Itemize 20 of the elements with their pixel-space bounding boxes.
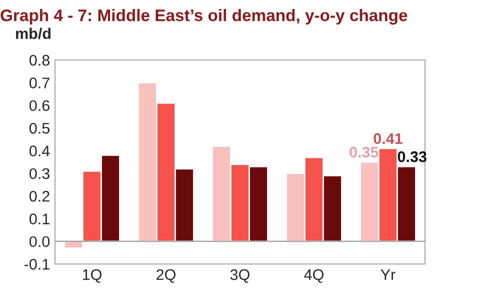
data-label: 0.33 [398, 151, 426, 162]
y-axis-title: mb/d [16, 28, 50, 40]
y-tick-label: 0.8 [30, 54, 50, 66]
y-tick-label: 0.2 [30, 190, 50, 202]
x-tick-label: 1Q [82, 269, 102, 283]
y-tick-label: 0.6 [30, 100, 50, 112]
x-tick-label: 4Q [304, 269, 324, 283]
y-tick-label: 0.5 [30, 122, 50, 134]
y-tick-label: 0.0 [30, 236, 50, 248]
data-label: 0.41 [374, 133, 402, 144]
chart-title: Graph 4 - 7: Middle East’s oil demand, y-o-y change [0, 9, 408, 25]
y-tick-label: 0.3 [30, 168, 50, 180]
x-tick-label: 3Q [230, 269, 250, 283]
y-tick-label: 0.7 [30, 78, 50, 88]
y-tick-label: 0.1 [30, 214, 50, 224]
x-tick-label: 2Q [156, 269, 176, 283]
y-tick-label: 0.4 [30, 146, 50, 156]
x-tick-label: Yr [380, 269, 396, 280]
data-label: 0.35 [350, 146, 378, 158]
y-tick-label: -0.1 [24, 258, 50, 270]
